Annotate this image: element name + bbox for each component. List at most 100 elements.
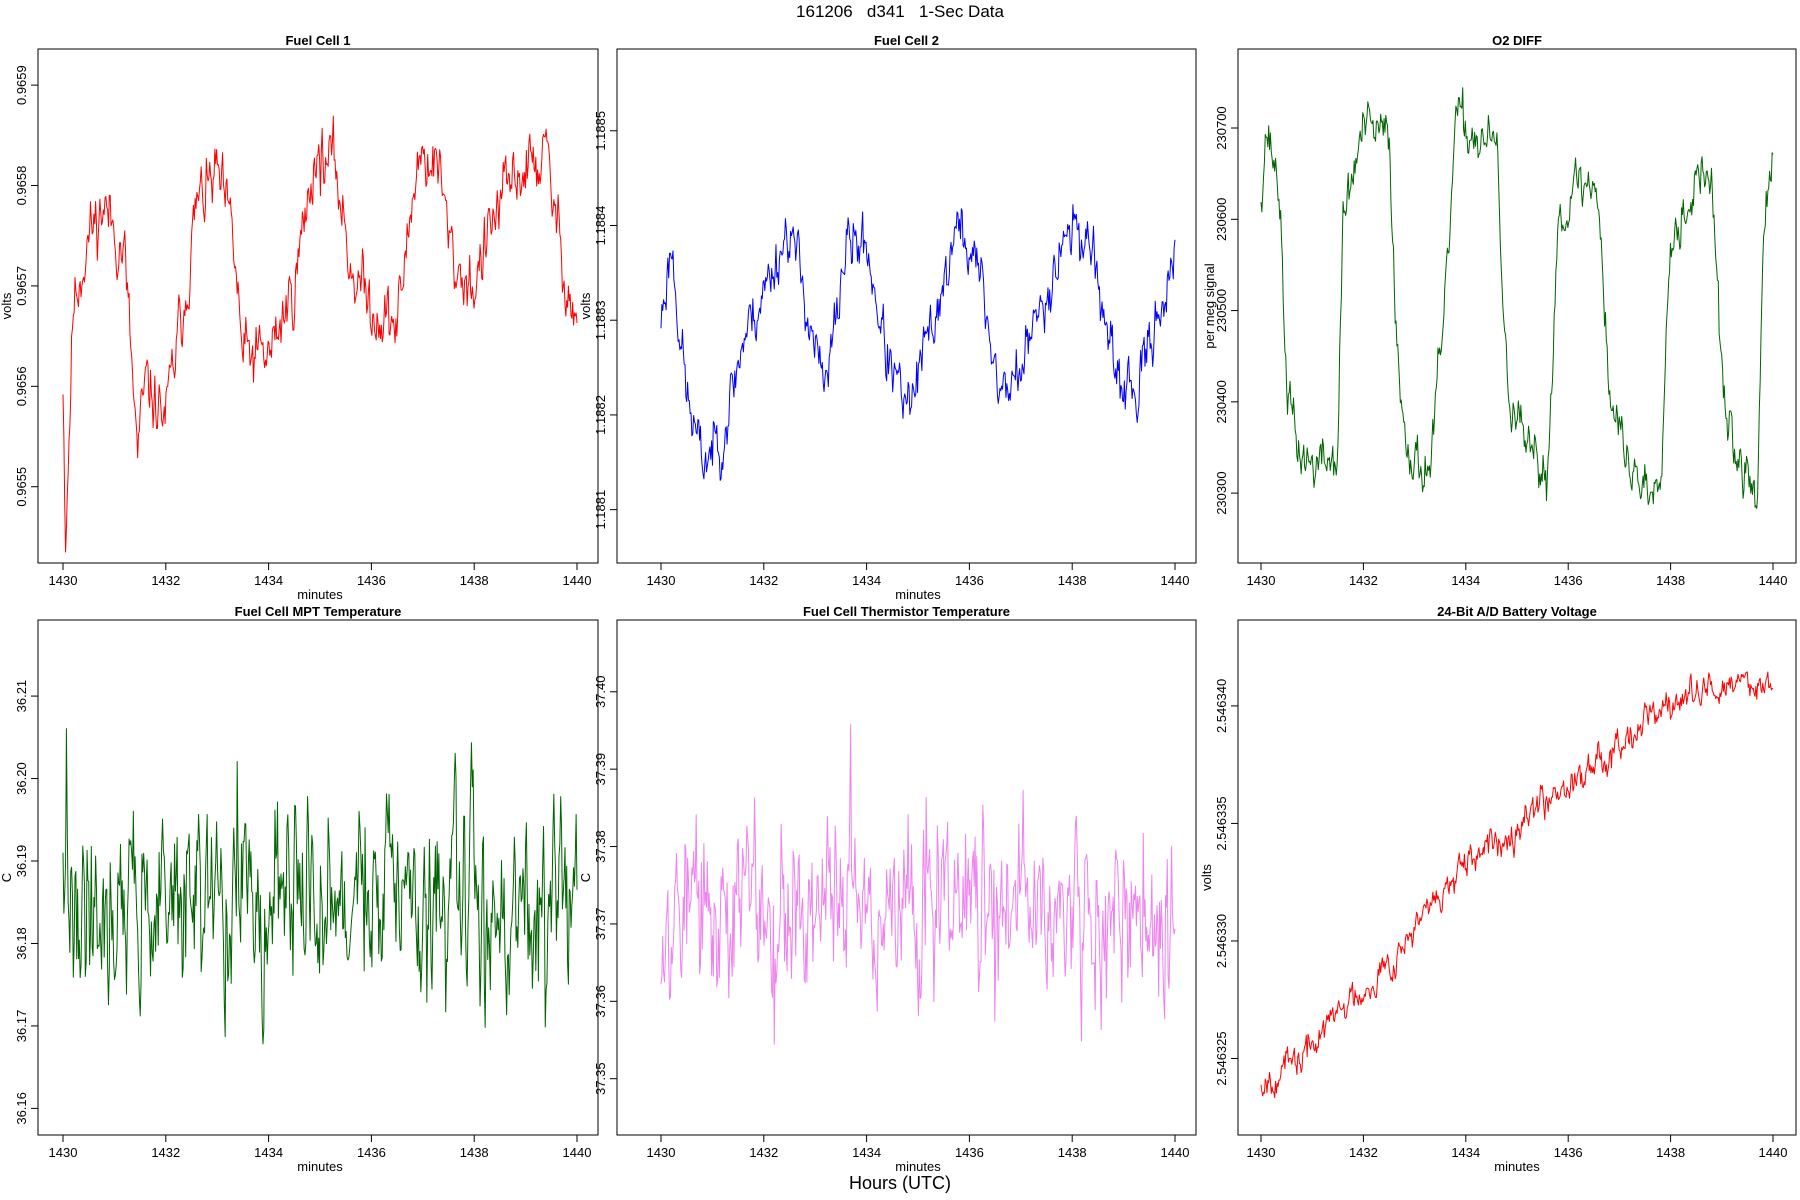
footer-axis-label: Hours (UTC) bbox=[849, 1173, 951, 1193]
y-tick-label: 2.546330 bbox=[1214, 914, 1229, 968]
plot-title: Fuel Cell MPT Temperature bbox=[235, 604, 402, 619]
y-tick-label: 36.17 bbox=[14, 1010, 29, 1043]
panel-battery: 24-Bit A/D Battery Voltage 1430 1432 1434 14… bbox=[1199, 604, 1797, 1174]
plot-frame bbox=[1237, 48, 1797, 564]
y-tick-label: 37.35 bbox=[593, 1062, 608, 1095]
x-tick-label: 1432 bbox=[749, 573, 778, 588]
x-tick-label: 1430 bbox=[49, 573, 78, 588]
x-tick-label: 1436 bbox=[955, 1145, 984, 1160]
x-tick-label: 1432 bbox=[749, 1145, 778, 1160]
y-tick-label: 0.9659 bbox=[14, 65, 29, 105]
y-tick-label: 37.40 bbox=[593, 676, 608, 709]
plot-title: Fuel Cell 1 bbox=[285, 33, 350, 48]
y-tick-label: 230300 bbox=[1214, 471, 1229, 514]
y-tick-label: 230400 bbox=[1214, 380, 1229, 423]
y-tick-label: 2.546325 bbox=[1214, 1031, 1229, 1085]
x-tick-label: 1440 bbox=[1759, 1145, 1788, 1160]
y-axis-label: volts bbox=[578, 292, 593, 319]
series-line-o2 bbox=[1260, 87, 1774, 509]
x-tick-label: 1434 bbox=[254, 1145, 283, 1160]
y-tick-label: 230600 bbox=[1214, 198, 1229, 241]
x-tick-label: 1438 bbox=[1656, 1145, 1685, 1160]
page-title: 161206 d341 1-Sec Data bbox=[796, 2, 1004, 21]
x-tick-label: 1436 bbox=[955, 573, 984, 588]
x-axis-label: minutes bbox=[297, 1159, 343, 1174]
x-axis-label: minutes bbox=[1494, 1159, 1540, 1174]
x-tick-label: 1434 bbox=[1451, 573, 1480, 588]
x-tick-label: 1440 bbox=[1161, 1145, 1190, 1160]
y-axis-label: per meg signal bbox=[1202, 263, 1217, 348]
y-axis-label: C bbox=[0, 873, 14, 882]
x-tick-label: 1432 bbox=[1349, 573, 1378, 588]
x-axis-label: minutes bbox=[895, 587, 941, 602]
y-tick-label: 37.39 bbox=[593, 753, 608, 786]
y-tick-label: 36.21 bbox=[14, 680, 29, 713]
y-tick-label: 36.16 bbox=[14, 1092, 29, 1125]
plot-title: Fuel Cell Thermistor Temperature bbox=[803, 604, 1010, 619]
y-tick-label: 1.1884 bbox=[593, 206, 608, 246]
x-tick-label: 1438 bbox=[460, 573, 489, 588]
x-tick-label: 1438 bbox=[460, 1145, 489, 1160]
x-tick-label: 1438 bbox=[1058, 573, 1087, 588]
y-tick-label: 2.546335 bbox=[1214, 796, 1229, 850]
x-tick-label: 1440 bbox=[1759, 573, 1788, 588]
plot-title: O2 DIFF bbox=[1492, 33, 1542, 48]
plot-frame bbox=[616, 48, 1197, 564]
plot-frame bbox=[1237, 619, 1797, 1136]
x-tick-label: 1430 bbox=[647, 573, 676, 588]
series-line-fc1 bbox=[62, 115, 578, 553]
x-tick-label: 1434 bbox=[852, 573, 881, 588]
x-tick-label: 1434 bbox=[254, 573, 283, 588]
x-tick-label: 1440 bbox=[563, 573, 592, 588]
y-axis-label: C bbox=[578, 873, 593, 882]
x-axis-label: minutes bbox=[895, 1159, 941, 1174]
y-tick-label: 0.9657 bbox=[14, 266, 29, 306]
y-tick-label: 2.546340 bbox=[1214, 679, 1229, 733]
y-tick-label: 36.20 bbox=[14, 762, 29, 795]
y-tick-label: 37.36 bbox=[593, 985, 608, 1018]
x-tick-label: 1440 bbox=[563, 1145, 592, 1160]
x-tick-label: 1436 bbox=[1554, 1145, 1583, 1160]
y-tick-label: 37.38 bbox=[593, 830, 608, 863]
x-tick-label: 1432 bbox=[151, 1145, 180, 1160]
panel-fc1: Fuel Cell 1 1430 1432 1434 1436 1438 1440 minut… bbox=[0, 33, 599, 602]
y-tick-label: 1.1881 bbox=[593, 490, 608, 530]
x-tick-label: 1434 bbox=[1451, 1145, 1480, 1160]
y-tick-label: 36.19 bbox=[14, 845, 29, 878]
panel-thermistor: Fuel Cell Thermistor Temperature 1430 1432… bbox=[578, 604, 1197, 1174]
series-line-fc2 bbox=[660, 204, 1176, 481]
x-tick-label: 1438 bbox=[1058, 1145, 1087, 1160]
panel-fc2: Fuel Cell 2 1430 1432 1434 1436 1438 1440 minut… bbox=[578, 33, 1197, 602]
x-tick-label: 1436 bbox=[357, 573, 386, 588]
y-tick-label: 1.1882 bbox=[593, 395, 608, 435]
y-tick-label: 230500 bbox=[1214, 289, 1229, 332]
x-tick-label: 1430 bbox=[1247, 1145, 1276, 1160]
x-tick-label: 1438 bbox=[1656, 573, 1685, 588]
y-tick-label: 36.18 bbox=[14, 927, 29, 960]
y-tick-label: 0.9656 bbox=[14, 366, 29, 406]
panel-o2: O2 DIFF 1430 1432 1434 1436 1438 1440 230300 230… bbox=[1202, 33, 1797, 588]
y-axis-label: volts bbox=[0, 292, 14, 319]
y-axis-label: volts bbox=[1199, 864, 1214, 891]
series-line-mpt bbox=[62, 728, 578, 1045]
x-tick-label: 1436 bbox=[1554, 573, 1583, 588]
plot-title: 24-Bit A/D Battery Voltage bbox=[1437, 604, 1597, 619]
x-tick-label: 1432 bbox=[1349, 1145, 1378, 1160]
x-tick-label: 1434 bbox=[852, 1145, 881, 1160]
plot-frame bbox=[37, 48, 599, 564]
y-tick-label: 1.1885 bbox=[593, 111, 608, 151]
x-tick-label: 1430 bbox=[49, 1145, 78, 1160]
x-tick-label: 1436 bbox=[357, 1145, 386, 1160]
plot-title: Fuel Cell 2 bbox=[874, 33, 939, 48]
series-line-thermistor bbox=[660, 724, 1176, 1045]
panel-mpt: Fuel Cell MPT Temperature 1430 1432 1434 143… bbox=[0, 604, 599, 1174]
x-tick-label: 1432 bbox=[151, 573, 180, 588]
x-tick-label: 1430 bbox=[647, 1145, 676, 1160]
y-tick-label: 0.9655 bbox=[14, 467, 29, 507]
y-tick-label: 37.37 bbox=[593, 908, 608, 941]
series-line-battery bbox=[1260, 671, 1774, 1099]
y-tick-label: 0.9658 bbox=[14, 166, 29, 206]
x-axis-label: minutes bbox=[297, 587, 343, 602]
x-tick-label: 1440 bbox=[1161, 573, 1190, 588]
